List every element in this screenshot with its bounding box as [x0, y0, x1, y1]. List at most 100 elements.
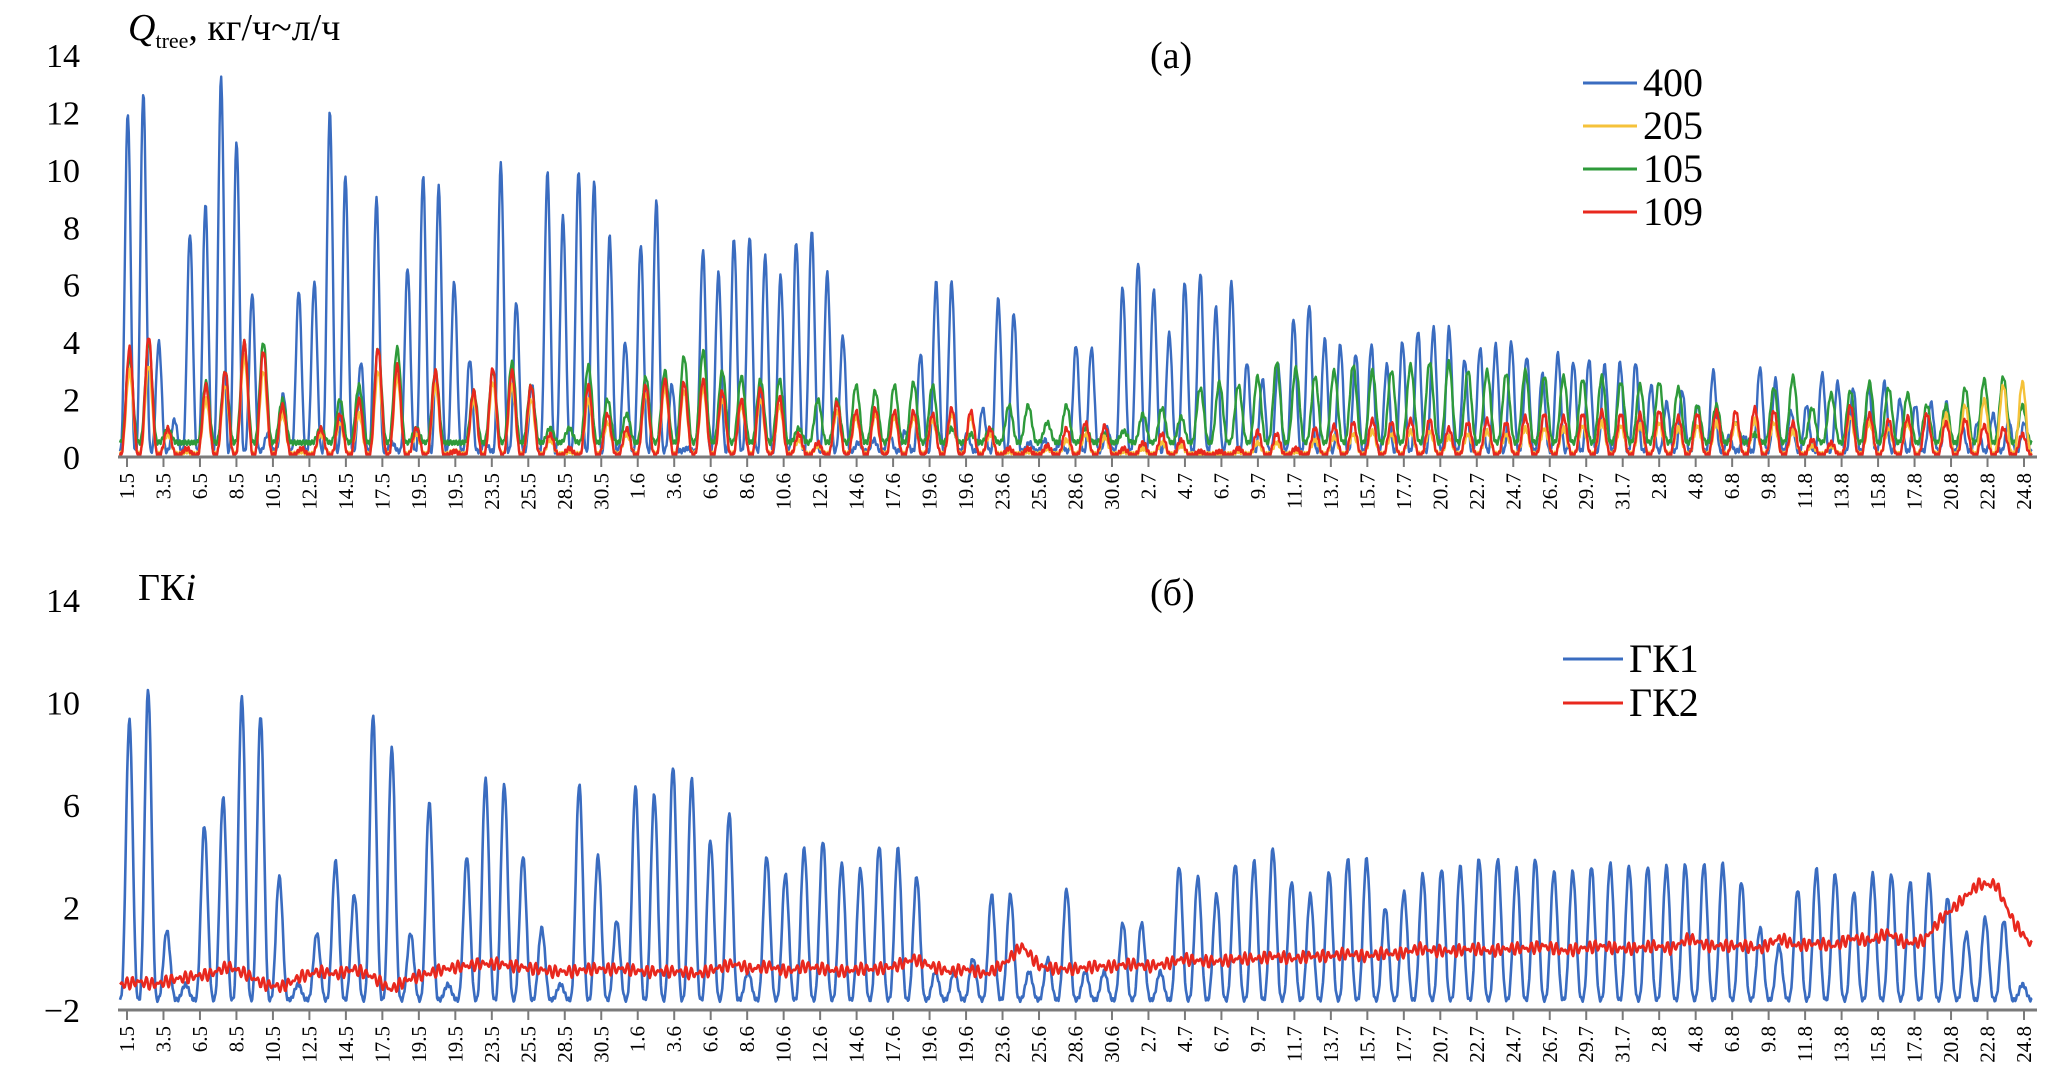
x-tick-label: 4.8 [1684, 473, 1708, 499]
x-tick-label: 17.7 [1392, 473, 1416, 510]
x-tick-label: 22.8 [1976, 1026, 2000, 1063]
x-tick-label: 6.5 [188, 1026, 212, 1052]
x-tick-label: 17.8 [1903, 473, 1927, 510]
y-tick-label: −2 [44, 993, 80, 1030]
x-tick-label: 4.8 [1684, 1026, 1708, 1052]
x-tick-label: 3.5 [151, 1026, 175, 1052]
x-tick-label: 20.8 [1939, 1026, 1963, 1063]
y-tick-label: 0 [63, 440, 80, 477]
x-tick-label: 12.6 [808, 1026, 832, 1063]
x-tick-label: 17.7 [1392, 1026, 1416, 1063]
panel-a-y-ticks: 0 2 4 6 8 10 12 14 [46, 38, 80, 477]
x-tick-label: 19.6 [954, 1026, 978, 1063]
x-tick-label: 26.7 [1538, 473, 1562, 510]
x-tick-label: 13.8 [1830, 473, 1854, 510]
x-tick-label: 20.7 [1428, 473, 1452, 510]
x-tick-label: 23.6 [991, 473, 1015, 510]
panel-a-label: (a) [1150, 35, 1192, 77]
x-tick-label: 25.6 [1027, 1026, 1051, 1063]
x-tick-label: 13.8 [1830, 1026, 1854, 1063]
x-tick-label: 10.6 [772, 473, 796, 510]
x-tick-label: 11.8 [1793, 473, 1817, 509]
y-tick-label: 14 [46, 38, 80, 75]
y-tick-label: 6 [63, 268, 80, 305]
x-tick-label: 30.5 [589, 473, 613, 510]
legend-label-105: 105 [1643, 146, 1703, 191]
x-tick-label: 20.8 [1939, 473, 1963, 510]
x-tick-label: 29.7 [1574, 1026, 1598, 1063]
x-tick-label: 15.7 [1355, 1026, 1379, 1063]
x-tick-label: 30.6 [1100, 1026, 1124, 1063]
x-tick-label: 15.7 [1355, 473, 1379, 510]
x-tick-label: 25.6 [1027, 473, 1051, 510]
x-tick-label: 14.6 [845, 473, 869, 510]
x-tick-label: 15.8 [1866, 1026, 1890, 1063]
x-tick-label: 6.6 [699, 473, 723, 499]
x-tick-label: 9.8 [1757, 1026, 1781, 1052]
x-tick-label: 23.5 [480, 473, 504, 510]
x-tick-label: 17.6 [881, 473, 905, 510]
x-tick-label: 17.6 [881, 1026, 905, 1063]
x-tick-label: 24.8 [2012, 473, 2036, 510]
x-tick-label: 9.8 [1757, 473, 1781, 499]
x-tick-label: 22.7 [1465, 1026, 1489, 1063]
series-line-ГК2 [119, 877, 2033, 994]
x-tick-label: 14.5 [334, 1026, 358, 1063]
x-tick-label: 2.7 [1136, 1026, 1160, 1052]
panel-a-y-label: Qtree, кг/ч~л/ч [128, 7, 340, 53]
x-tick-label: 8.5 [224, 1026, 248, 1052]
x-tick-label: 19.5 [443, 473, 467, 510]
x-tick-label: 3.6 [662, 473, 686, 499]
y-tick-label: 10 [46, 686, 80, 723]
x-tick-label: 28.5 [553, 473, 577, 510]
x-tick-label: 31.7 [1611, 1026, 1635, 1063]
x-tick-label: 6.7 [1209, 1026, 1233, 1052]
x-tick-label: 26.7 [1538, 1026, 1562, 1063]
panel-b-x-ticks: 1.5 3.5 6.5 8.5 10.5 12.5 14.5 17.5 19.5 19.5 23.5… [115, 1010, 2036, 1063]
panel-b-y-label: ГКi [138, 567, 196, 609]
legend-label-109: 109 [1643, 189, 1703, 234]
x-tick-label: 30.6 [1100, 473, 1124, 510]
x-tick-label: 15.8 [1866, 473, 1890, 510]
x-tick-label: 11.7 [1282, 1026, 1306, 1062]
x-tick-label: 2.8 [1647, 473, 1671, 499]
x-tick-label: 10.6 [772, 1026, 796, 1063]
x-tick-label: 23.5 [480, 1026, 504, 1063]
x-tick-label: 13.7 [1319, 473, 1343, 510]
x-tick-label: 28.6 [1064, 1026, 1088, 1063]
x-tick-label: 17.5 [370, 1026, 394, 1063]
panel-a-series [118, 75, 2033, 459]
panel-b-label: (б) [1150, 572, 1195, 614]
y-tick-label: 10 [46, 153, 80, 190]
legend-label-400: 400 [1643, 60, 1703, 105]
y-tick-label: 6 [63, 788, 80, 825]
x-tick-label: 12.5 [297, 1026, 321, 1063]
x-tick-label: 6.6 [699, 1026, 723, 1052]
x-tick-label: 8.6 [735, 1026, 759, 1052]
series-line-400 [118, 75, 2033, 455]
x-tick-label: 3.5 [151, 473, 175, 499]
x-tick-label: 14.5 [334, 473, 358, 510]
x-tick-label: 14.6 [845, 1026, 869, 1063]
x-tick-label: 19.5 [407, 1026, 431, 1063]
x-tick-label: 1.6 [626, 1026, 650, 1052]
panel-a-x-ticks: 1.5 3.5 6.5 8.5 10.5 12.5 14.5 17.5 19.5 19.5 23.5… [115, 457, 2036, 510]
panel-a: 1.5 3.5 6.5 8.5 10.5 12.5 14.5 17.5 19.5 19.5 23.5… [46, 7, 2037, 510]
x-tick-label: 31.7 [1611, 473, 1635, 510]
x-tick-label: 24.8 [2012, 1026, 2036, 1063]
y-tick-label: 2 [63, 383, 80, 420]
x-tick-label: 6.7 [1209, 473, 1233, 499]
y-tick-label: 12 [46, 95, 80, 132]
x-tick-label: 2.8 [1647, 1026, 1671, 1052]
x-tick-label: 22.8 [1976, 473, 2000, 510]
x-tick-label: 4.7 [1173, 473, 1197, 499]
x-tick-label: 10.5 [261, 1026, 285, 1063]
x-tick-label: 19.6 [918, 1026, 942, 1063]
series-line-105 [118, 338, 2033, 447]
legend-label-205: 205 [1643, 103, 1703, 148]
x-tick-label: 23.6 [991, 1026, 1015, 1063]
x-tick-label: 2.7 [1136, 473, 1160, 499]
